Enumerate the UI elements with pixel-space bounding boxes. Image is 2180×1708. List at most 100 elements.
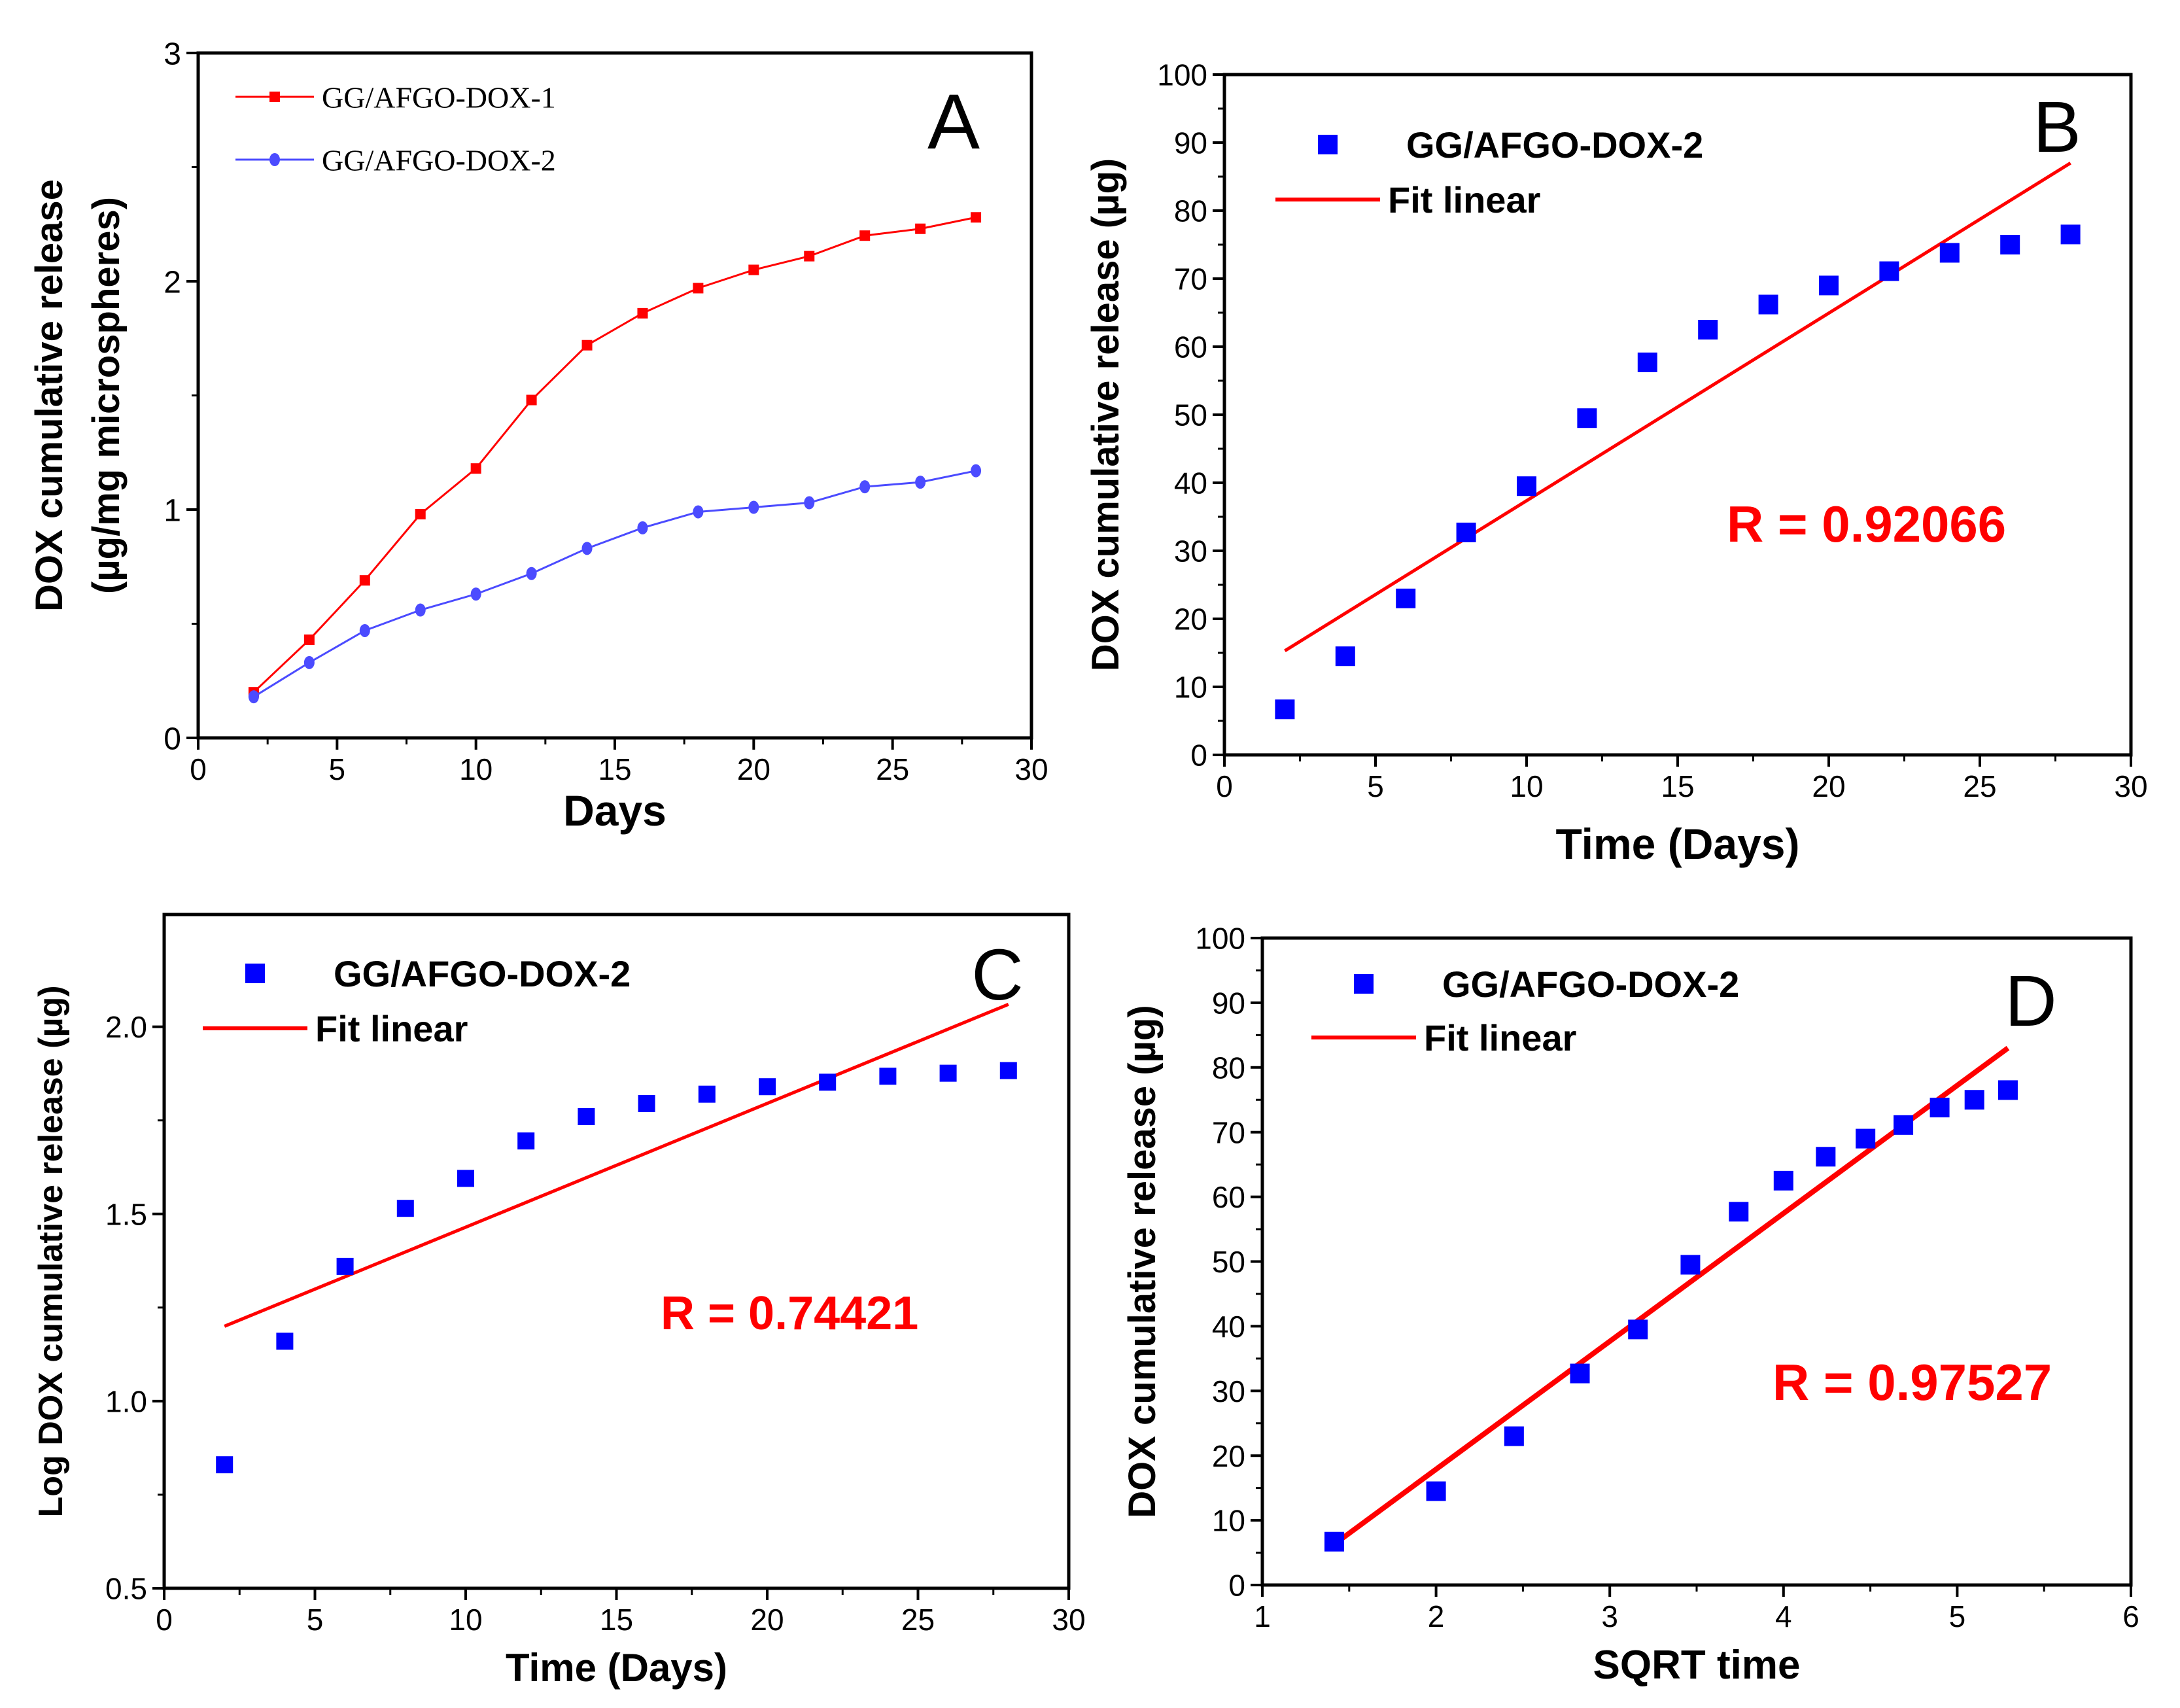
legend-label: Fit linear (315, 1008, 468, 1049)
data-point (1570, 1363, 1590, 1384)
data-point (303, 634, 315, 645)
y-tick-label: 20 (1174, 602, 1207, 636)
data-point (1680, 1255, 1701, 1275)
data-point (819, 1073, 837, 1091)
y-tick-label: 3 (164, 37, 181, 71)
legend-marker (1318, 135, 1338, 154)
data-point (2000, 235, 2020, 254)
data-point (578, 1108, 595, 1125)
data-point (1275, 699, 1295, 720)
legend-marker (245, 964, 265, 983)
data-point (396, 1200, 414, 1217)
r-value-annotation: R = 0.74421 (661, 1287, 918, 1340)
data-point (248, 690, 259, 704)
series-line-2 (253, 470, 977, 698)
x-tick-label: 20 (737, 752, 770, 786)
data-point (470, 587, 481, 601)
y-tick-label: 40 (1174, 466, 1207, 500)
x-tick-label: 2 (1428, 1599, 1445, 1633)
x-tick-label: 20 (1812, 769, 1845, 803)
data-point (1637, 352, 1657, 372)
data-point (1894, 1115, 1914, 1135)
data-point (748, 500, 759, 514)
data-point (359, 575, 370, 586)
data-point (915, 476, 926, 489)
data-point (637, 521, 648, 534)
y-tick-label: 30 (1212, 1374, 1245, 1408)
data-point (1504, 1426, 1524, 1446)
data-point (1773, 1170, 1793, 1191)
data-point (1856, 1128, 1876, 1149)
x-tick-label: 0 (1216, 769, 1233, 803)
y-tick-label: 70 (1212, 1115, 1245, 1149)
y-tick-label: 100 (1157, 58, 1207, 92)
legend-label: GG/AFGO-DOX-2 (334, 953, 631, 994)
x-tick-label: 1 (1254, 1599, 1271, 1633)
data-point (581, 542, 593, 555)
fit-line (224, 1003, 1009, 1328)
legend-label: Fit linear (1424, 1017, 1576, 1058)
data-point (1324, 1531, 1344, 1552)
x-tick-label: 4 (1775, 1599, 1792, 1633)
data-point (303, 655, 315, 669)
data-point (1456, 522, 1476, 542)
data-point (748, 264, 759, 275)
y-tick-label: 10 (1212, 1504, 1245, 1538)
data-point (1819, 275, 1839, 296)
r-value-annotation: R = 0.92066 (1727, 495, 2006, 553)
y-tick-label: 100 (1195, 922, 1245, 956)
y-tick-label: 1.5 (105, 1197, 147, 1231)
fit-line (1284, 162, 2071, 653)
x-tick-label: 15 (1661, 769, 1694, 803)
x-tick-label: 6 (2122, 1599, 2139, 1633)
data-point (1964, 1090, 1984, 1110)
y-tick-label: 2 (164, 265, 181, 300)
data-point (1628, 1319, 1648, 1340)
data-point (1698, 320, 1718, 340)
panel-label: D (2005, 961, 2056, 1041)
data-point (698, 1085, 716, 1103)
y-tick-label: 90 (1212, 986, 1245, 1020)
legend-label: GG/AFGO-DOX-1 (322, 81, 556, 114)
x-tick-label: 30 (1014, 752, 1048, 786)
x-tick-label: 25 (1963, 769, 1996, 803)
data-point (915, 223, 926, 234)
data-point (804, 251, 815, 262)
y-tick-label: 1.0 (105, 1384, 147, 1418)
y-axis-title-line1: DOX cumulative release (28, 179, 71, 612)
data-point (1929, 1098, 1950, 1118)
x-tick-label: 15 (598, 752, 631, 786)
y-tick-label: 0 (164, 722, 181, 756)
data-point (415, 508, 426, 519)
data-point (759, 1078, 776, 1096)
y-tick-label: 30 (1174, 534, 1207, 568)
x-tick-label: 10 (449, 1603, 482, 1637)
y-axis-title-line2: (µg/mg microspheres) (85, 197, 128, 594)
data-point (526, 394, 537, 406)
y-tick-label: 70 (1174, 262, 1207, 296)
x-axis-title: SQRT time (1593, 1643, 1801, 1688)
x-tick-label: 3 (1601, 1599, 1618, 1633)
x-axis-title: Time (Days) (506, 1646, 727, 1690)
data-point (1879, 261, 1899, 281)
chart-panel-c: 0 5 10 15 20 25 30 0.5 1.0 1.5 2.0 Time (Days) Log D… (32, 913, 1086, 1690)
data-point (1998, 1080, 2018, 1100)
y-tick-label: 50 (1174, 398, 1207, 432)
x-tick-label: 0 (156, 1603, 173, 1637)
legend-label: GG/AFGO-DOX-2 (1406, 124, 1703, 166)
y-tick-label: 60 (1212, 1180, 1245, 1214)
x-axis-title: Time (Days) (1556, 820, 1800, 868)
panel-label: C (971, 935, 1023, 1015)
y-tick-label: 10 (1174, 671, 1207, 705)
y-tick-label: 80 (1174, 194, 1207, 228)
x-tick-label: 5 (1949, 1599, 1966, 1633)
x-tick-label: 10 (459, 752, 493, 786)
plot-frame (162, 913, 1071, 1590)
panel-label: B (2033, 87, 2081, 167)
legend-label: GG/AFGO-DOX-2 (322, 144, 556, 177)
data-point (276, 1333, 294, 1350)
x-tick-label: 20 (750, 1603, 784, 1637)
data-point (859, 480, 871, 494)
